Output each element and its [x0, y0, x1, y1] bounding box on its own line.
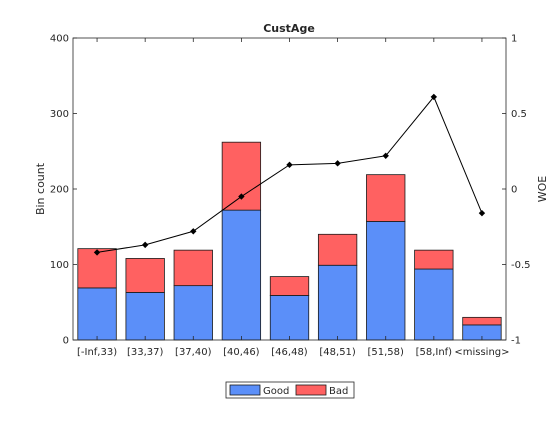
bar-good	[77, 287, 117, 341]
x-tick-label: [58,Inf)	[416, 347, 453, 358]
bar-good	[317, 264, 358, 341]
woe-point	[382, 152, 389, 159]
woe-point	[478, 209, 486, 217]
y2-tick-label: 0.5	[511, 109, 527, 120]
x-tick-label: [37,40)	[175, 347, 212, 358]
bar-good	[125, 292, 165, 341]
y2-tick-label: 0	[511, 185, 517, 196]
bar-good	[366, 221, 406, 341]
x-tick-label: [51,58)	[368, 347, 405, 358]
bar-good	[414, 268, 454, 341]
bar-good	[221, 209, 262, 341]
y2-tick-label: -0.5	[511, 260, 531, 271]
y2-tick-label: 1	[511, 34, 517, 45]
x-tick-label: [48,51)	[319, 347, 356, 358]
woe-point	[334, 160, 341, 167]
axes-layer: 0 100 200 300 400 -1 -0.5 0 0.5 1 [-Inf,33) [33,37)…	[50, 34, 531, 359]
bar-bad	[125, 258, 165, 293]
y2-tick-label: -1	[511, 336, 521, 347]
legend-label: Good	[263, 386, 289, 397]
y-tick-label: 300	[50, 109, 69, 120]
woe-point	[238, 193, 245, 200]
bar-good	[269, 295, 310, 341]
legend-swatch	[295, 384, 327, 396]
legend: Good Bad	[225, 381, 355, 399]
bar-good	[173, 285, 213, 341]
y-axis-label: Bin count	[34, 162, 47, 215]
bar-bad	[414, 249, 454, 270]
chart-title: CustAge	[263, 22, 315, 35]
woe-point	[286, 161, 293, 169]
legend-swatch	[229, 384, 261, 396]
x-tick-label: [46,48)	[271, 347, 308, 358]
woe-point	[93, 249, 101, 256]
y-tick-label: 100	[50, 260, 69, 271]
x-tick-label: [40,46)	[223, 347, 260, 358]
y-tick-label: 0	[63, 336, 69, 347]
bar-bad	[366, 174, 406, 222]
bar-bad	[221, 141, 262, 211]
x-tick-label: [-Inf,33)	[77, 347, 117, 358]
x-tick-label: [33,37)	[127, 347, 164, 358]
woe-point	[430, 93, 438, 101]
woe-line-layer	[93, 93, 486, 256]
bar-bad	[173, 249, 213, 287]
bar-bad	[462, 316, 502, 326]
woe-point	[141, 241, 149, 249]
bar-bad	[317, 233, 358, 266]
legend-label: Bad	[329, 386, 348, 397]
bar-bad	[269, 276, 310, 296]
x-tick-label: <missing>	[454, 347, 509, 358]
y-tick-label: 200	[50, 185, 69, 196]
woe-point	[190, 228, 197, 235]
bars-layer	[77, 141, 502, 341]
y-tick-label: 400	[50, 34, 69, 45]
y2-axis-label: WOE	[536, 176, 549, 203]
